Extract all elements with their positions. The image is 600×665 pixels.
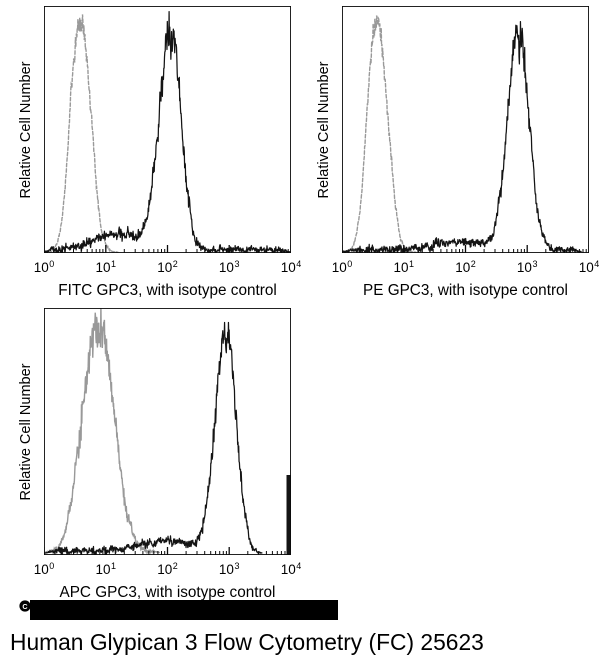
svg-text:C: C: [22, 602, 27, 611]
